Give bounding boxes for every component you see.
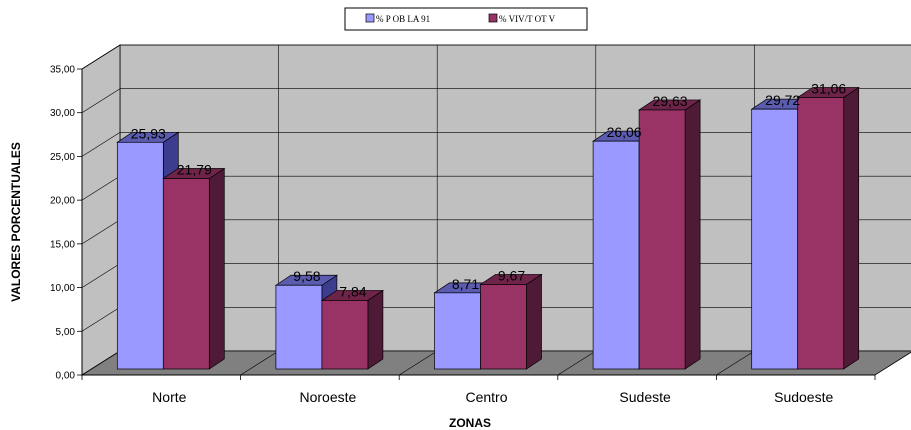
bar-side bbox=[844, 87, 859, 369]
bar-front bbox=[752, 109, 798, 369]
x-axis-title: ZONAS bbox=[449, 416, 491, 430]
x-tick-label: Sudeste bbox=[619, 389, 671, 405]
bar-front bbox=[639, 110, 685, 369]
bar-side bbox=[685, 100, 700, 369]
bar-viviendas-noroeste bbox=[322, 290, 383, 369]
x-tick-labels: Norte Noroeste Centro Sudeste Sudoeste bbox=[152, 389, 833, 405]
legend-swatch-poblacion bbox=[366, 14, 374, 22]
x-tick-label: Norte bbox=[152, 389, 186, 405]
bar-front bbox=[593, 141, 639, 369]
bar-front bbox=[798, 97, 844, 369]
bar-front bbox=[163, 178, 209, 369]
data-label-viviendas: 31,06 bbox=[811, 80, 846, 96]
bar-front bbox=[322, 300, 368, 369]
bar-viviendas-centro bbox=[481, 274, 542, 369]
x-tick-label: Sudoeste bbox=[774, 389, 833, 405]
x-tick-label: Centro bbox=[465, 389, 507, 405]
side-wall bbox=[82, 45, 120, 375]
bar-front bbox=[435, 293, 481, 369]
bar-front bbox=[481, 284, 527, 369]
data-label-viviendas: 9,67 bbox=[498, 267, 525, 283]
data-label-poblacion: 29,72 bbox=[765, 92, 800, 108]
x-tick-label: Noroeste bbox=[299, 389, 356, 405]
y-tick-label: 35,00 bbox=[50, 65, 75, 76]
y-tick-label: 5,00 bbox=[56, 327, 76, 338]
y-tick-label: 10,00 bbox=[50, 283, 75, 294]
legend: % P OB LA 91 % VIV/T OT V bbox=[345, 8, 587, 30]
data-label-poblacion: 26,06 bbox=[607, 124, 642, 140]
y-tick-label: 30,00 bbox=[50, 108, 75, 119]
bar-viviendas-sudoeste bbox=[798, 87, 859, 369]
bar-side bbox=[527, 274, 542, 369]
bar-front bbox=[117, 142, 163, 369]
bar-side bbox=[368, 290, 383, 369]
data-label-poblacion: 8,71 bbox=[452, 276, 479, 292]
y-axis-title: VALORES PORCENTUALES bbox=[9, 142, 23, 302]
bar-viviendas-sudeste bbox=[639, 100, 700, 369]
data-label-viviendas: 21,79 bbox=[177, 161, 212, 177]
data-label-poblacion: 25,93 bbox=[131, 125, 166, 141]
bar-front bbox=[276, 285, 322, 369]
y-tick-label: 25,00 bbox=[50, 152, 75, 163]
legend-label-viviendas: % VIV/T OT V bbox=[499, 14, 556, 24]
data-label-poblacion: 9,58 bbox=[293, 268, 320, 284]
legend-swatch-viviendas bbox=[489, 14, 497, 22]
y-tick-label: 0,00 bbox=[56, 371, 76, 382]
data-label-viviendas: 29,63 bbox=[653, 93, 688, 109]
y-tick-label: 20,00 bbox=[50, 196, 75, 207]
bar-viviendas-norte bbox=[163, 168, 224, 369]
data-label-viviendas: 7,84 bbox=[339, 283, 366, 299]
y-tick-label: 15,00 bbox=[50, 239, 75, 250]
legend-label-poblacion: % P OB LA 91 bbox=[376, 14, 430, 24]
y-tick-labels: 0,00 5,00 10,00 15,00 20,00 25,00 30,00 35,00 bbox=[50, 65, 75, 382]
bar-side bbox=[209, 168, 224, 369]
